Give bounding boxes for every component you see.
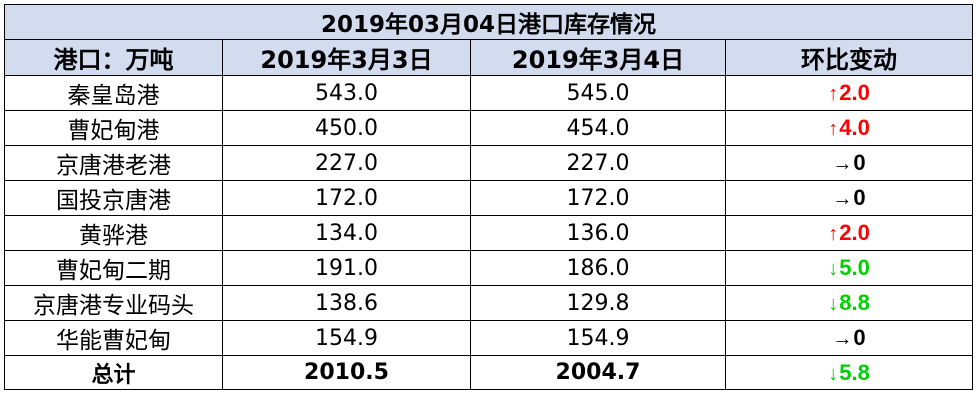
arrow-down-icon: ↓	[828, 258, 839, 280]
prev-value-cell: 134.0	[222, 215, 471, 251]
port-name-cell: 京唐港专业码头	[4, 285, 223, 321]
port-name-cell: 秦皇岛港	[4, 75, 223, 111]
table-row: 京唐港老港 227.0 227.0 →0	[4, 145, 974, 181]
arrow-up-icon: ↑	[828, 223, 839, 245]
arrow-down-icon: ↓	[828, 293, 839, 315]
change-value: 8.8	[839, 290, 870, 315]
change-value: 5.8	[839, 359, 870, 385]
table-row: 曹妃甸二期 191.0 186.0 ↓5.0	[4, 250, 974, 286]
change-value: 0	[853, 325, 866, 350]
table-row: 秦皇岛港 543.0 545.0 ↑2.0	[4, 75, 974, 111]
curr-value-cell: 154.9	[470, 320, 726, 356]
total-row: 总计 2010.5 2004.7 ↓5.8	[4, 355, 974, 390]
arrow-right-icon: →	[832, 153, 853, 175]
change-cell: ↑4.0	[724, 110, 974, 146]
prev-value-cell: 543.0	[222, 75, 471, 111]
table-row: 国投京唐港 172.0 172.0 →0	[4, 180, 974, 216]
curr-value-cell: 227.0	[470, 145, 726, 181]
header-curr-date: 2019年3月4日	[470, 39, 726, 76]
prev-value-cell: 227.0	[222, 145, 471, 181]
table-row: 黄骅港 134.0 136.0 ↑2.0	[4, 215, 974, 251]
change-value: 0	[853, 150, 866, 175]
prev-value-cell: 450.0	[222, 110, 471, 146]
curr-value-cell: 136.0	[470, 215, 726, 251]
header-prev-date: 2019年3月3日	[222, 39, 471, 76]
arrow-up-icon: ↑	[828, 118, 839, 140]
title-row: 2019年03月04日港口库存情况	[3, 4, 974, 40]
change-value: 2.0	[839, 80, 870, 105]
change-value: 5.0	[839, 255, 870, 280]
change-cell: ↓5.8	[724, 355, 974, 390]
port-name-cell: 京唐港老港	[4, 145, 223, 181]
table-row: 京唐港专业码头 138.6 129.8 ↓8.8	[4, 285, 974, 321]
change-cell: →0	[724, 180, 974, 216]
header-change: 环比变动	[724, 39, 974, 76]
curr-value-cell: 545.0	[470, 75, 726, 111]
change-value: 0	[853, 185, 866, 210]
port-name-cell: 华能曹妃甸	[4, 320, 223, 356]
port-name-cell: 曹妃甸港	[4, 110, 223, 146]
table-row: 华能曹妃甸 154.9 154.9 →0	[4, 320, 974, 356]
change-cell: ↓8.8	[724, 285, 974, 321]
prev-value-cell: 138.6	[222, 285, 471, 321]
change-value: 2.0	[839, 220, 870, 245]
arrow-right-icon: →	[832, 328, 853, 350]
curr-value-cell: 129.8	[470, 285, 726, 321]
table-title: 2019年03月04日港口库存情况	[3, 4, 974, 40]
total-label: 总计	[4, 355, 223, 390]
change-cell: →0	[724, 320, 974, 356]
curr-value-cell: 2004.7	[470, 355, 726, 390]
port-name-cell: 黄骅港	[4, 215, 223, 251]
curr-value-cell: 454.0	[470, 110, 726, 146]
prev-value-cell: 191.0	[222, 250, 471, 286]
change-cell: →0	[724, 145, 974, 181]
change-cell: ↑2.0	[724, 215, 974, 251]
header-row: 港口：万吨 2019年3月3日 2019年3月4日 环比变动	[4, 39, 974, 76]
port-inventory-table: 2019年03月04日港口库存情况 港口：万吨 2019年3月3日 2019年3…	[3, 4, 974, 390]
prev-value-cell: 2010.5	[222, 355, 471, 390]
curr-value-cell: 172.0	[470, 180, 726, 216]
header-port: 港口：万吨	[4, 39, 223, 76]
prev-value-cell: 154.9	[222, 320, 471, 356]
change-value: 4.0	[839, 115, 870, 140]
arrow-right-icon: →	[832, 188, 853, 210]
prev-value-cell: 172.0	[222, 180, 471, 216]
arrow-down-icon: ↓	[828, 362, 839, 385]
curr-value-cell: 186.0	[470, 250, 726, 286]
arrow-up-icon: ↑	[828, 83, 839, 105]
port-name-cell: 国投京唐港	[4, 180, 223, 216]
change-cell: ↓5.0	[724, 250, 974, 286]
table-row: 曹妃甸港 450.0 454.0 ↑4.0	[4, 110, 974, 146]
change-cell: ↑2.0	[724, 75, 974, 111]
port-name-cell: 曹妃甸二期	[4, 250, 223, 286]
